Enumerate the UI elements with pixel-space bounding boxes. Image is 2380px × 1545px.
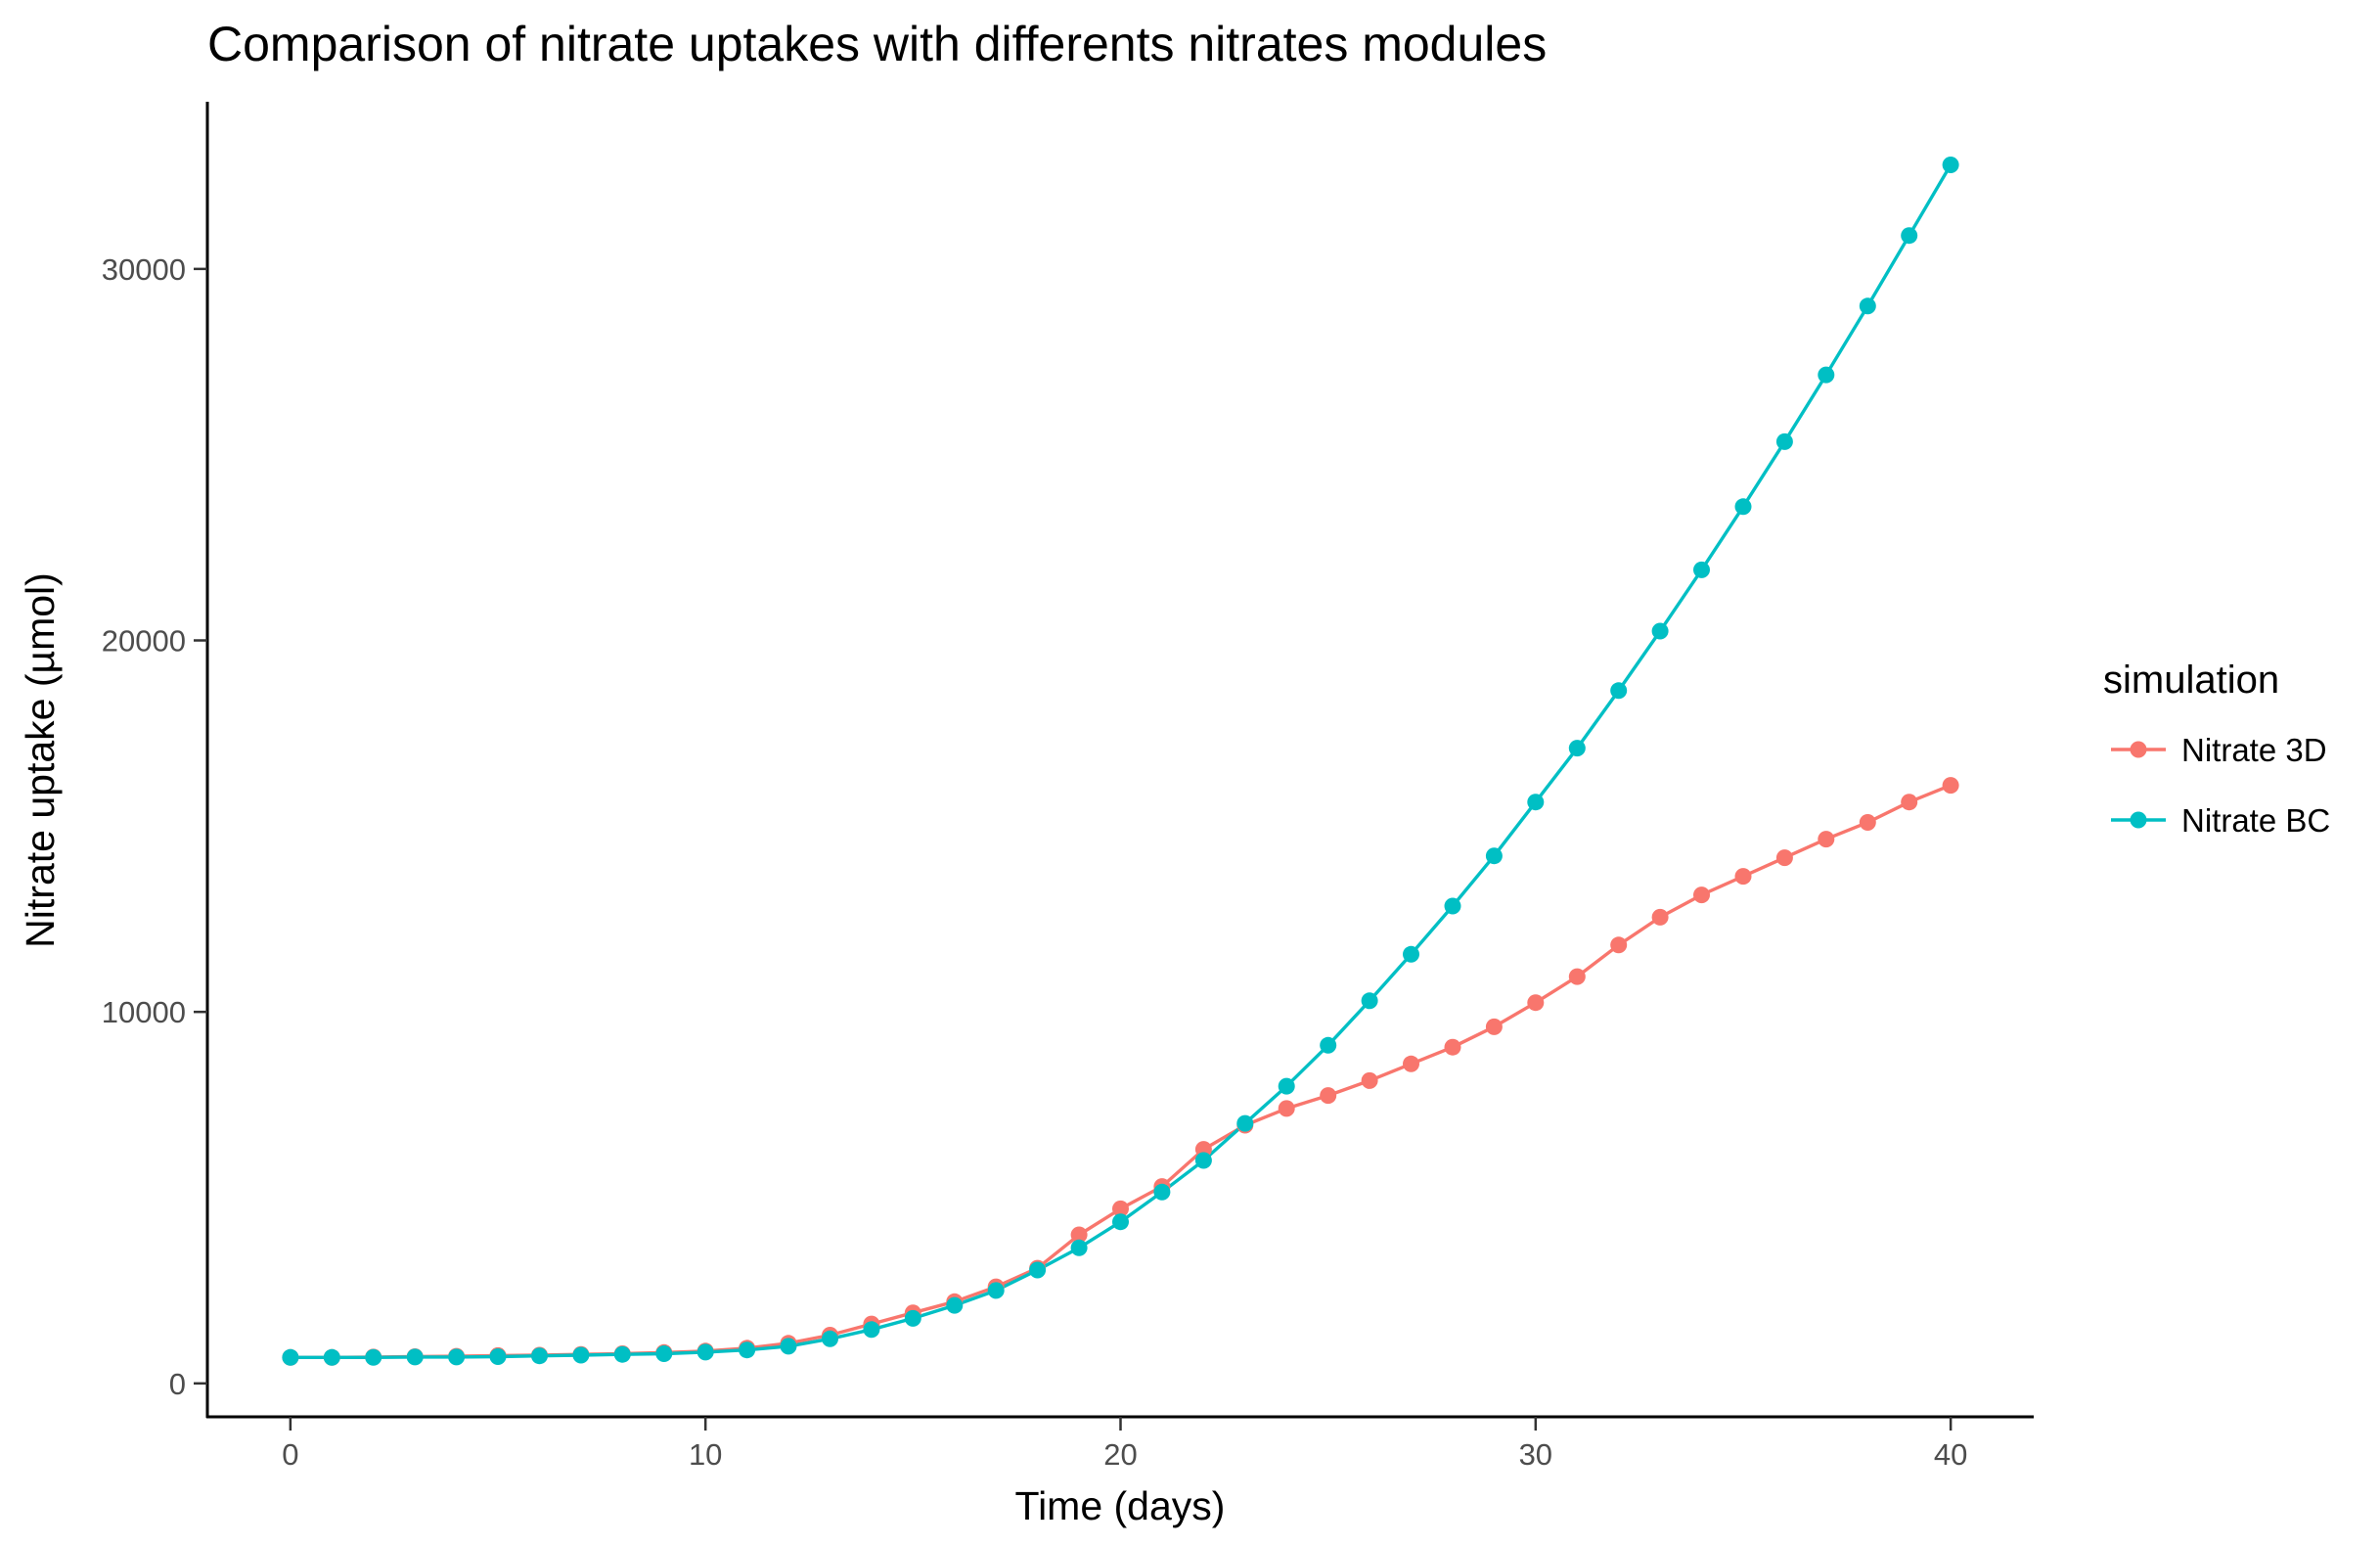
y-tick-label: 0 <box>169 1367 186 1401</box>
y-tick-label: 20000 <box>102 624 186 659</box>
legend-item-nitrate-bc: Nitrate BC <box>2111 802 2330 839</box>
legend: simulation Nitrate 3D Nitrate BC <box>2103 659 2330 839</box>
data-point-nitrate-3d <box>1693 886 1710 904</box>
data-point-nitrate-bc <box>1029 1261 1047 1279</box>
data-point-nitrate-bc <box>863 1321 880 1339</box>
data-point-nitrate-bc <box>1320 1036 1337 1054</box>
data-point-nitrate-3d <box>1901 794 1918 811</box>
data-point-nitrate-bc <box>1112 1213 1129 1231</box>
data-point-nitrate-bc <box>489 1348 507 1365</box>
data-point-nitrate-bc <box>572 1346 590 1364</box>
data-point-nitrate-bc <box>1444 897 1461 915</box>
data-point-nitrate-3d <box>1278 1100 1295 1117</box>
legend-key-point-nitrate-bc <box>2130 811 2147 829</box>
data-point-nitrate-bc <box>613 1345 631 1363</box>
data-point-nitrate-bc <box>1278 1077 1295 1095</box>
x-tick-label: 40 <box>1934 1437 1967 1472</box>
y-axis-ticks: 0 10000 20000 30000 <box>102 252 207 1401</box>
data-point-nitrate-3d <box>1651 908 1669 926</box>
data-point-nitrate-bc <box>1070 1239 1088 1256</box>
data-point-nitrate-bc <box>448 1348 466 1366</box>
data-point-nitrate-bc <box>1901 227 1918 245</box>
data-point-nitrate-3d <box>1818 831 1835 848</box>
y-tick-label: 10000 <box>102 995 186 1029</box>
data-point-nitrate-3d <box>1734 868 1752 886</box>
data-point-nitrate-bc <box>1734 498 1752 516</box>
legend-label-nitrate-bc: Nitrate BC <box>2181 802 2330 839</box>
data-point-nitrate-bc <box>1527 794 1545 811</box>
data-point-nitrate-3d <box>1942 777 1959 795</box>
data-point-nitrate-bc <box>1651 622 1669 640</box>
chart-title: Comparison of nitrate uptakes with diffe… <box>207 17 1547 71</box>
y-axis-label: Nitrate uptake (µmol) <box>18 572 63 948</box>
series-line-nitrate-3d <box>290 784 1952 1360</box>
data-point-nitrate-bc <box>1194 1152 1212 1169</box>
data-point-nitrate-bc <box>282 1348 299 1366</box>
legend-title: simulation <box>2103 659 2279 702</box>
data-point-nitrate-3d <box>1112 1200 1129 1217</box>
data-point-nitrate-bc <box>1942 157 1959 173</box>
data-point-nitrate-bc <box>531 1347 548 1365</box>
data-point-nitrate-3d <box>1070 1226 1088 1244</box>
data-point-nitrate-3d <box>1403 1055 1419 1072</box>
data-point-nitrate-3d <box>1444 1038 1461 1056</box>
x-axis-ticks: 0 10 20 30 40 <box>282 1417 1967 1472</box>
data-point-nitrate-bc <box>1236 1114 1254 1132</box>
data-point-nitrate-bc <box>987 1282 1005 1299</box>
data-point-nitrate-bc <box>1403 945 1419 963</box>
data-point-nitrate-bc <box>1485 847 1503 865</box>
x-tick-label: 20 <box>1103 1437 1137 1472</box>
x-tick-label: 30 <box>1519 1437 1552 1472</box>
x-tick-label: 0 <box>282 1437 298 1472</box>
y-tick-label: 30000 <box>102 252 186 287</box>
data-point-nitrate-bc <box>904 1309 921 1327</box>
data-point-nitrate-3d <box>1485 1018 1503 1035</box>
plot-area <box>282 157 1959 1366</box>
data-point-nitrate-bc <box>822 1330 838 1347</box>
data-point-nitrate-3d <box>1320 1087 1337 1105</box>
data-point-nitrate-bc <box>696 1343 714 1361</box>
legend-label-nitrate-3d: Nitrate 3D <box>2181 732 2327 768</box>
data-point-nitrate-bc <box>655 1345 673 1362</box>
data-point-nitrate-bc <box>739 1341 756 1359</box>
data-point-nitrate-3d <box>1568 968 1586 985</box>
data-point-nitrate-3d <box>1775 849 1793 867</box>
series-line-nitrate-bc <box>290 163 1953 1360</box>
data-point-nitrate-bc <box>365 1348 382 1366</box>
data-point-nitrate-bc <box>1818 366 1835 384</box>
legend-item-nitrate-3d: Nitrate 3D <box>2111 732 2327 768</box>
data-point-nitrate-bc <box>946 1296 964 1314</box>
data-point-nitrate-bc <box>1568 740 1586 757</box>
data-point-nitrate-3d <box>1610 936 1628 954</box>
data-point-nitrate-3d <box>1527 994 1545 1012</box>
data-point-nitrate-bc <box>780 1338 797 1355</box>
data-point-nitrate-3d <box>1859 814 1876 831</box>
legend-key-point-nitrate-3d <box>2130 741 2147 758</box>
data-point-nitrate-bc <box>1361 992 1378 1010</box>
data-point-nitrate-bc <box>1153 1183 1171 1201</box>
data-point-nitrate-bc <box>323 1348 340 1366</box>
data-point-nitrate-bc <box>1775 432 1793 450</box>
data-point-nitrate-3d <box>1361 1071 1378 1089</box>
data-point-nitrate-bc <box>406 1348 424 1366</box>
data-point-nitrate-bc <box>1610 682 1628 700</box>
data-point-nitrate-bc <box>1693 561 1710 578</box>
data-point-nitrate-bc <box>1859 297 1876 315</box>
x-tick-label: 10 <box>689 1437 722 1472</box>
x-axis-label: Time (days) <box>1015 1483 1226 1528</box>
